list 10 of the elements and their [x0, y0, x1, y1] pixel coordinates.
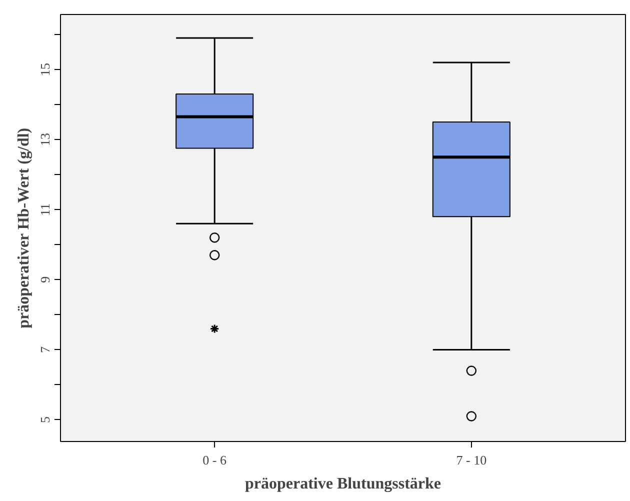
x-tick-label: 7 - 10: [456, 452, 487, 468]
y-tick-label: 5: [38, 416, 52, 424]
y-tick-label: 15: [38, 62, 52, 76]
y-tick-label: 13: [38, 133, 52, 146]
y-tick-label: 7: [38, 346, 52, 353]
y-tick-label: 9: [38, 276, 52, 283]
x-tick-label: 0 - 6: [202, 452, 228, 468]
y-axis-title: präoperativer Hb-Wert (g/dl): [16, 128, 32, 328]
y-tick-label: 11: [38, 203, 52, 216]
x-axis-title: präoperative Blutungsstärke: [245, 476, 441, 492]
